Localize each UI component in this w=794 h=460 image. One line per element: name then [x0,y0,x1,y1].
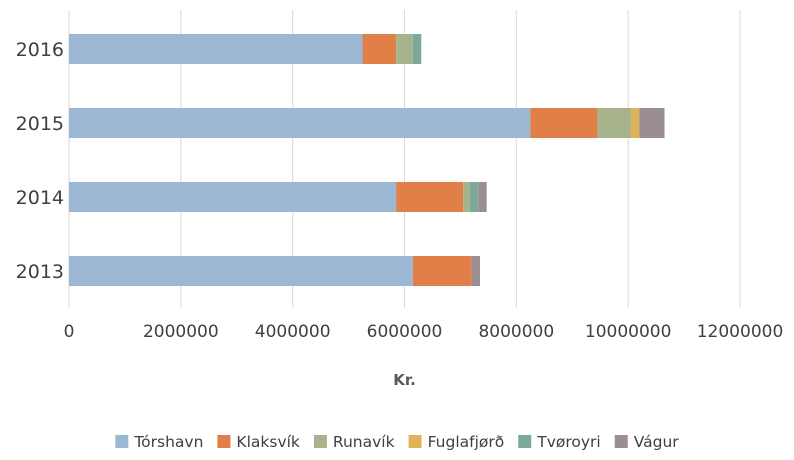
bar-segment [362,34,397,64]
x-axis-ticks: 0 2000000 4000000 6000000 8000000 10000000 120… [64,322,784,342]
x-tick-label: 6000000 [367,322,443,342]
x-tick-label: 10000000 [585,322,672,342]
legend-swatch [115,435,129,448]
x-tick-label: 2000000 [143,322,219,342]
bar-segment [530,108,598,138]
legend-item: Klaksvík [217,433,300,451]
legend-label: Vágur [634,433,680,451]
bar-segment [471,256,480,286]
legend-swatch [518,435,532,448]
bar-segment [478,182,487,212]
bar-segment [396,182,464,212]
x-axis-title: Kr. [393,371,416,389]
bar-segment [597,108,631,138]
legend-swatch [408,435,422,448]
legend-item: Vágur [614,433,680,451]
y-tick-label: 2014 [16,187,64,209]
x-tick-label: 0 [64,322,75,342]
x-tick-label: 4000000 [255,322,331,342]
y-tick-label: 2013 [16,261,64,283]
y-tick-label: 2016 [16,39,64,61]
bar-segment [639,108,665,138]
legend: Tórshavn Klaksvík Runavík Fuglafjørð Tvøroyr… [115,433,679,451]
legend-item: Runavík [313,433,395,451]
bar-segment [69,108,531,138]
legend-swatch [313,435,327,448]
bar-segment [69,34,363,64]
legend-label: Klaksvík [236,433,299,451]
legend-swatch [217,435,231,448]
legend-swatch [614,435,628,448]
y-tick-label: 2015 [16,113,64,135]
bar-segment [463,182,470,212]
legend-label: Fuglafjørð [428,433,505,451]
y-axis-ticks: 2013 2014 2015 2016 [16,39,64,283]
legend-item: Fuglafjørð [408,433,505,451]
legend-label: Tvøroyri [536,433,601,451]
bars [69,34,665,286]
bar-segment [630,108,640,138]
legend-item: Tvøroyri [518,433,601,451]
bar-segment [69,182,397,212]
bar-segment [396,34,413,64]
bar-segment [469,182,479,212]
legend-label: Runavík [333,433,395,451]
x-tick-label: 12000000 [697,322,784,342]
bar-segment [412,256,472,286]
x-tick-label: 8000000 [478,322,554,342]
bar-segment [69,256,413,286]
bar-segment [412,34,422,64]
legend-item: Tórshavn [115,433,203,451]
legend-label: Tórshavn [133,433,203,451]
